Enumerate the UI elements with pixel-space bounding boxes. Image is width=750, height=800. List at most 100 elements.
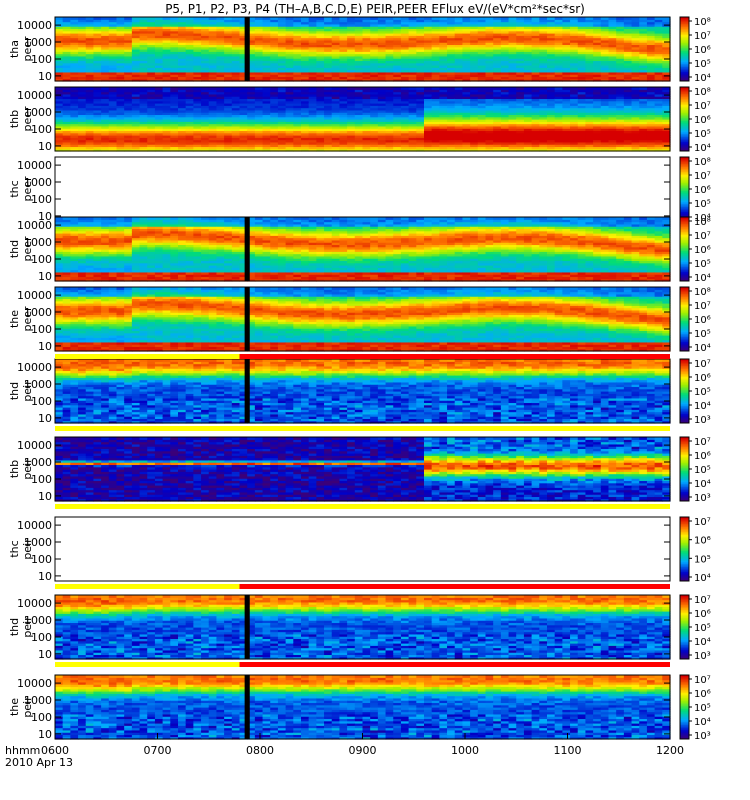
- colorbar-segment: [680, 103, 689, 106]
- heatmap-cell: [570, 69, 579, 73]
- heatmap-cell: [85, 33, 95, 36]
- heatmap-cell: [131, 58, 141, 62]
- heatmap-cell: [385, 87, 394, 90]
- heatmap-cell: [639, 74, 648, 78]
- heatmap-cell: [247, 21, 256, 25]
- heatmap-cell: [285, 65, 294, 68]
- heatmap-cell: [108, 46, 118, 50]
- heatmap-cell: [185, 141, 194, 145]
- heatmap-cell: [631, 112, 640, 116]
- heatmap-cell: [78, 67, 87, 71]
- heatmap-cell: [470, 144, 479, 148]
- heatmap-cell: [531, 119, 540, 122]
- heatmap-cell: [62, 125, 71, 129]
- heatmap-cell: [108, 74, 118, 78]
- heatmap-cell: [554, 67, 563, 71]
- heatmap-cell: [139, 141, 148, 145]
- heatmap-cell: [554, 49, 563, 52]
- heatmap-cell: [539, 19, 548, 23]
- heatmap-cell: [201, 125, 210, 129]
- heatmap-cell: [354, 89, 364, 93]
- heatmap-cell: [285, 116, 294, 120]
- heatmap-cell: [247, 28, 256, 32]
- heatmap-cell: [308, 21, 317, 25]
- heatmap-cell: [454, 26, 464, 30]
- heatmap-cell: [600, 33, 610, 36]
- heatmap-cell: [62, 253, 71, 257]
- heatmap-cell: [608, 116, 617, 120]
- heatmap-cell: [577, 78, 587, 82]
- heatmap-cell: [593, 21, 602, 25]
- heatmap-cell: [162, 141, 171, 145]
- heatmap-cell: [616, 123, 625, 127]
- heatmap-cell: [408, 98, 417, 102]
- heatmap-cell: [70, 53, 79, 57]
- heatmap-cell: [85, 276, 95, 280]
- heatmap-cell: [270, 33, 279, 36]
- heatmap-cell: [547, 74, 556, 78]
- heatmap-cell: [547, 132, 556, 136]
- heatmap-cell: [600, 35, 610, 39]
- heatmap-cell: [78, 125, 87, 129]
- heatmap-cell: [162, 121, 171, 125]
- heatmap-cell: [662, 135, 671, 138]
- heatmap-cell: [485, 74, 494, 78]
- heatmap-cell: [477, 103, 487, 106]
- heatmap-cell: [101, 276, 110, 280]
- heatmap-cell: [623, 135, 633, 138]
- heatmap-cell: [439, 123, 448, 127]
- heatmap-cell: [370, 125, 379, 129]
- heatmap-cell: [108, 267, 118, 271]
- heatmap-cell: [62, 271, 71, 275]
- colorbar-segment: [680, 95, 689, 98]
- heatmap-cell: [562, 67, 571, 71]
- heatmap-cell: [646, 93, 656, 97]
- heatmap-cell: [554, 23, 563, 27]
- heatmap-cell: [193, 26, 202, 30]
- heatmap-cell: [308, 116, 317, 120]
- heatmap-cell: [662, 33, 671, 36]
- heatmap-cell: [531, 26, 540, 30]
- heatmap-cell: [270, 98, 279, 102]
- heatmap-cell: [393, 89, 402, 93]
- heatmap-cell: [339, 137, 348, 141]
- heatmap-cell: [154, 78, 164, 82]
- heatmap-cell: [447, 128, 456, 132]
- heatmap-cell: [462, 74, 471, 78]
- heatmap-cell: [62, 89, 71, 93]
- heatmap-cell: [485, 107, 494, 111]
- heatmap-cell: [62, 249, 71, 252]
- heatmap-cell: [516, 96, 525, 100]
- heatmap-cell: [101, 42, 110, 46]
- heatmap-cell: [131, 128, 141, 132]
- heatmap-cell: [178, 100, 187, 104]
- heatmap-cell: [431, 51, 440, 55]
- heatmap-cell: [393, 112, 402, 116]
- heatmap-cell: [531, 42, 540, 46]
- heatmap-cell: [170, 96, 179, 100]
- heatmap-cell: [277, 103, 287, 106]
- heatmap-cell: [308, 51, 317, 55]
- heatmap-cell: [247, 137, 256, 141]
- heatmap-cell: [462, 78, 471, 82]
- heatmap-cell: [339, 30, 348, 34]
- heatmap-cell: [108, 251, 118, 255]
- heatmap-cell: [93, 60, 102, 64]
- heatmap-cell: [116, 139, 125, 143]
- heatmap-cell: [470, 91, 479, 95]
- heatmap-cell: [416, 53, 425, 57]
- heatmap-cell: [231, 62, 241, 66]
- heatmap-cell: [339, 60, 348, 64]
- heatmap-cell: [516, 125, 525, 129]
- heatmap-cell: [662, 78, 671, 82]
- heatmap-cell: [254, 146, 264, 150]
- heatmap-cell: [70, 107, 79, 111]
- heatmap-cell: [147, 112, 156, 116]
- heatmap-cell: [577, 148, 587, 152]
- heatmap-cell: [331, 39, 341, 43]
- heatmap-cell: [224, 96, 233, 100]
- heatmap-cell: [147, 33, 156, 36]
- heatmap-cell: [362, 148, 371, 152]
- colorbar-segment: [680, 166, 689, 169]
- heatmap-cell: [262, 67, 271, 71]
